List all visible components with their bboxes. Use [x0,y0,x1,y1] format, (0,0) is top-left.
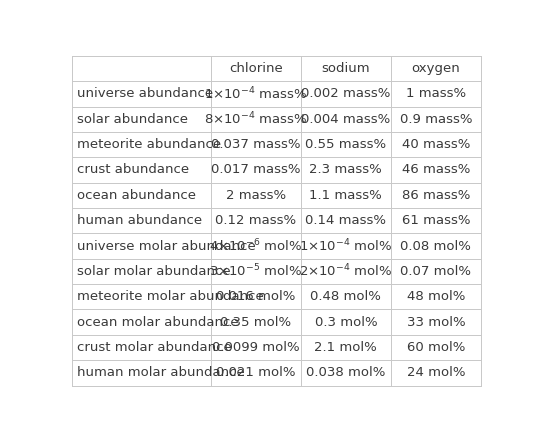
Text: $1{\times}10^{-4}$ mol%: $1{\times}10^{-4}$ mol% [299,238,392,254]
Text: 0.021 mol%: 0.021 mol% [216,366,295,379]
Text: oxygen: oxygen [411,62,460,75]
Text: 0.038 mol%: 0.038 mol% [306,366,385,379]
Text: 2.3 mass%: 2.3 mass% [309,163,382,177]
Text: 0.08 mol%: 0.08 mol% [400,239,471,253]
Text: 40 mass%: 40 mass% [402,138,470,151]
Text: ocean abundance: ocean abundance [77,189,196,202]
Text: crust abundance: crust abundance [77,163,189,177]
Text: ocean molar abundance: ocean molar abundance [77,316,238,329]
Text: solar molar abundance: solar molar abundance [77,265,230,278]
Text: 0.9 mass%: 0.9 mass% [399,113,472,126]
Text: 1.1 mass%: 1.1 mass% [309,189,382,202]
Text: 0.55 mass%: 0.55 mass% [305,138,386,151]
Text: 0.14 mass%: 0.14 mass% [305,214,386,227]
Text: crust molar abundance: crust molar abundance [77,341,231,354]
Text: human molar abundance: human molar abundance [77,366,244,379]
Text: meteorite molar abundance: meteorite molar abundance [77,290,264,303]
Text: 0.3 mol%: 0.3 mol% [315,316,377,329]
Text: 33 mol%: 33 mol% [406,316,465,329]
Text: $8{\times}10^{-4}$ mass%: $8{\times}10^{-4}$ mass% [204,111,307,128]
Text: sodium: sodium [322,62,370,75]
Text: solar abundance: solar abundance [77,113,188,126]
Text: $1{\times}10^{-4}$ mass%: $1{\times}10^{-4}$ mass% [204,86,307,102]
Text: 0.35 mol%: 0.35 mol% [220,316,292,329]
Text: 0.0099 mol%: 0.0099 mol% [212,341,300,354]
Text: universe abundance: universe abundance [77,87,213,101]
Text: 86 mass%: 86 mass% [402,189,470,202]
Text: $4{\times}10^{-6}$ mol%: $4{\times}10^{-6}$ mol% [209,238,302,254]
Text: 61 mass%: 61 mass% [402,214,470,227]
Text: universe molar abundance: universe molar abundance [77,239,255,253]
Text: 46 mass%: 46 mass% [402,163,470,177]
Text: meteorite abundance: meteorite abundance [77,138,220,151]
Text: 0.07 mol%: 0.07 mol% [400,265,472,278]
Text: 0.12 mass%: 0.12 mass% [215,214,296,227]
Text: chlorine: chlorine [229,62,282,75]
Text: 0.002 mass%: 0.002 mass% [301,87,391,101]
Text: 0.004 mass%: 0.004 mass% [301,113,390,126]
Text: 2.1 mol%: 2.1 mol% [314,341,377,354]
Text: $3{\times}10^{-5}$ mol%: $3{\times}10^{-5}$ mol% [209,263,302,280]
Text: 0.037 mass%: 0.037 mass% [211,138,301,151]
Text: 2 mass%: 2 mass% [226,189,286,202]
Text: 48 mol%: 48 mol% [407,290,465,303]
Text: $2{\times}10^{-4}$ mol%: $2{\times}10^{-4}$ mol% [299,263,392,280]
Text: 60 mol%: 60 mol% [407,341,465,354]
Text: 0.016 mol%: 0.016 mol% [216,290,295,303]
Text: 0.48 mol%: 0.48 mol% [310,290,381,303]
Text: human abundance: human abundance [77,214,202,227]
Text: 0.017 mass%: 0.017 mass% [211,163,301,177]
Text: 1 mass%: 1 mass% [406,87,466,101]
Text: 24 mol%: 24 mol% [406,366,465,379]
